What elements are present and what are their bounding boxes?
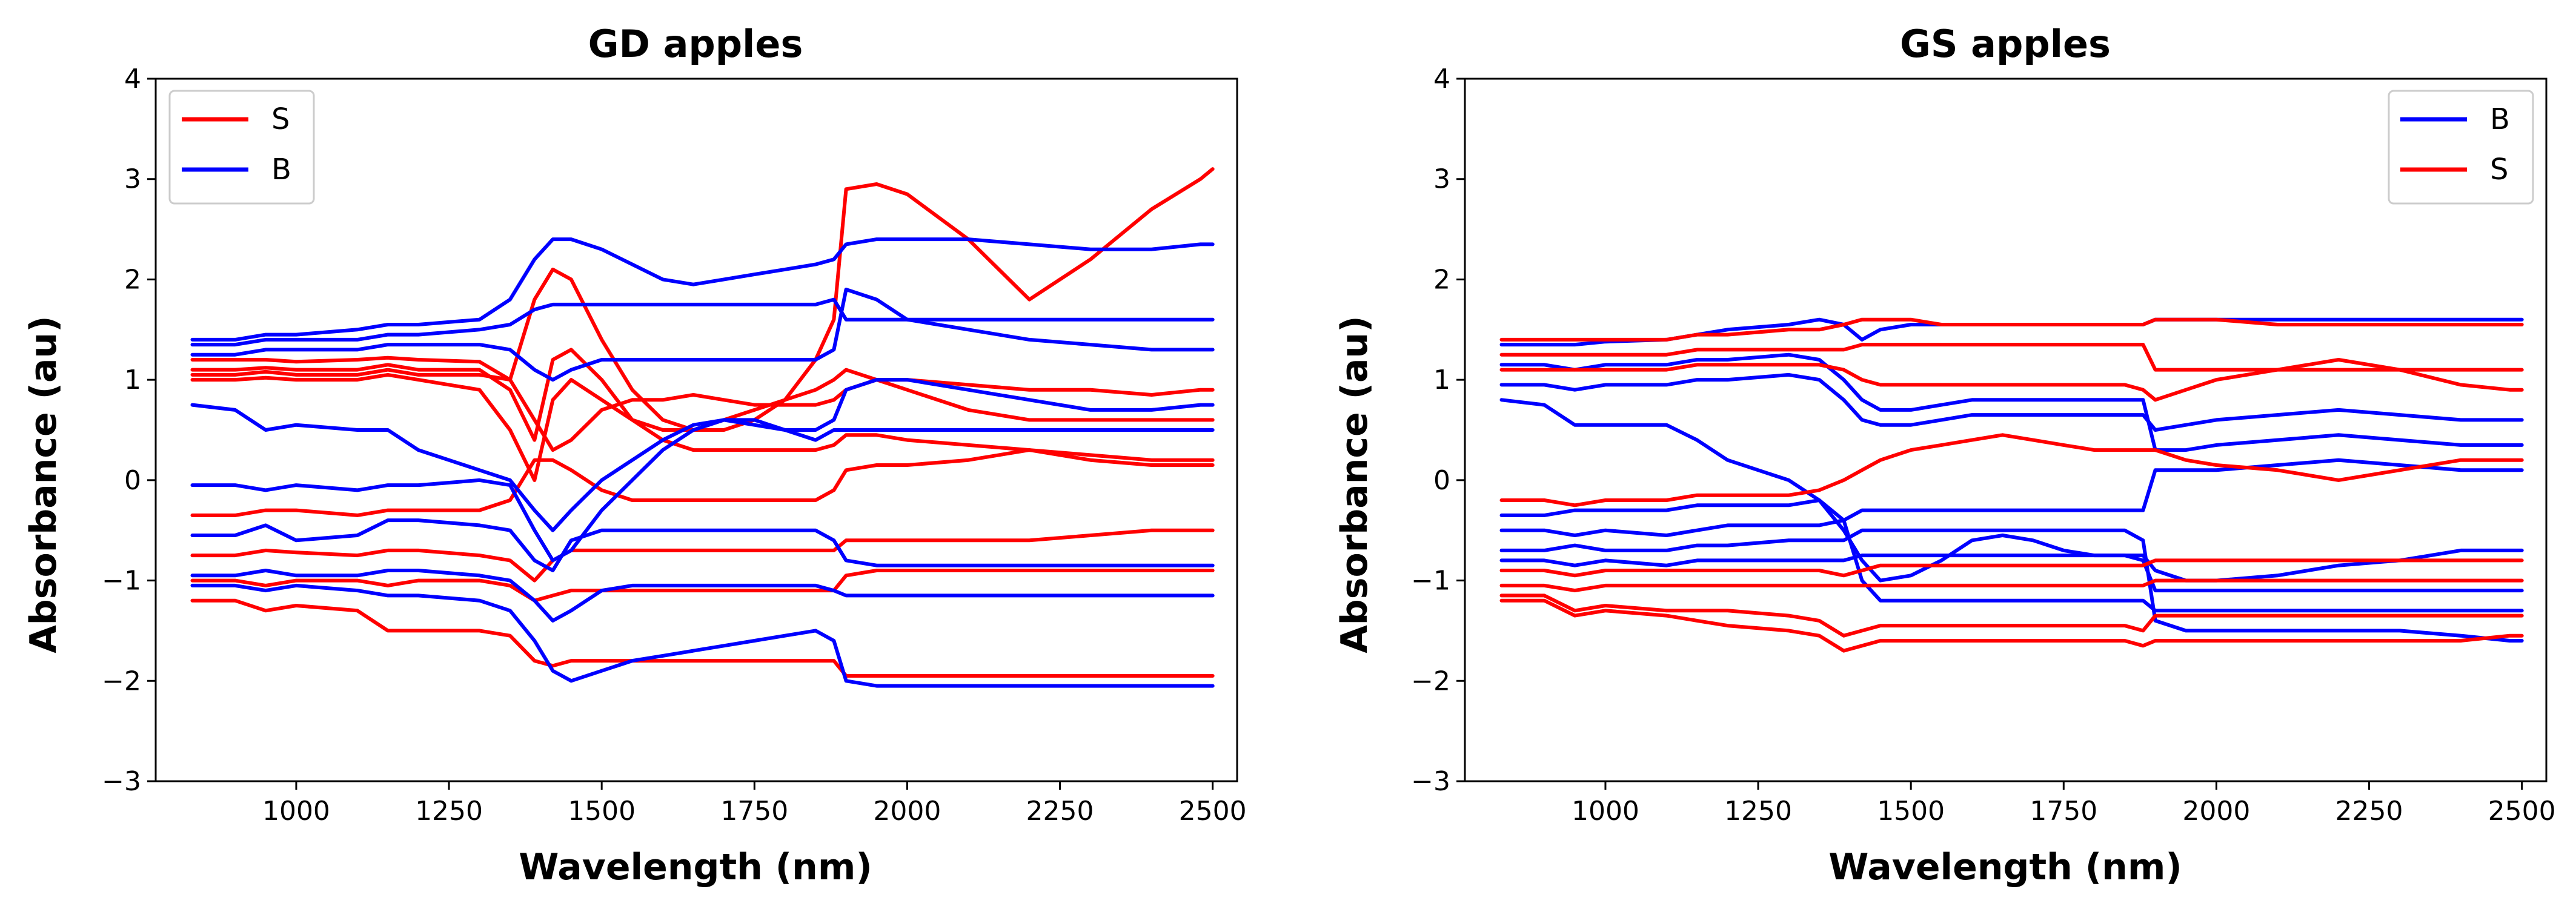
x-tick-label: 1000	[1572, 796, 1639, 827]
x-tick-label: 2500	[2488, 796, 2556, 827]
series-line-s-16	[1499, 598, 2524, 653]
series-line-b-15	[190, 569, 1215, 623]
x-tick-label: 1250	[1724, 796, 1792, 827]
y-tick-label: −1	[1411, 566, 1450, 597]
x-tick-label: 2000	[873, 796, 941, 827]
series-line-s-15	[1499, 593, 2524, 638]
panel-gd-apples: GD apples Wavelength (nm) Absorbance (au…	[22, 22, 1247, 888]
series-line-b-8	[1499, 554, 2524, 593]
x-tick-label: 2250	[1026, 796, 1094, 827]
x-tick-label: 2250	[2335, 796, 2403, 827]
x-tick-label: 1250	[415, 796, 483, 827]
series-layer	[1499, 317, 2524, 653]
series-line-b-12	[190, 378, 1215, 532]
legend-label-s: S	[2490, 153, 2508, 187]
series-line-s-14	[1499, 578, 2524, 593]
series-line-s-2	[190, 348, 1215, 442]
y-tick-label: 1	[124, 365, 141, 395]
y-tick-label: 0	[124, 465, 141, 496]
x-tick-label: 1000	[262, 796, 330, 827]
ticks-layer: 1000 1250 1500 1750 2000 2250 2500 −3 −2 −1 0 1 2 3 4	[102, 64, 1247, 827]
y-axis-title: Absorbance (au)	[22, 316, 65, 653]
x-tick-label: 2500	[1179, 796, 1247, 827]
series-line-b-13	[190, 418, 1215, 563]
series-line-b-4	[1499, 398, 2524, 583]
series-line-s-8	[190, 598, 1215, 678]
series-line-b-5	[1499, 498, 2524, 613]
y-tick-label: 0	[1433, 465, 1450, 496]
series-line-s-5	[190, 448, 1215, 517]
y-tick-label: −1	[102, 566, 141, 597]
x-tick-label: 1750	[720, 796, 788, 827]
legend-box	[168, 90, 315, 205]
series-line-s-6	[190, 528, 1215, 583]
panel-title: GD apples	[588, 22, 803, 66]
x-tick-label: 1750	[2030, 796, 2097, 827]
legend-label-s: S	[271, 102, 290, 136]
y-tick-label: 1	[1433, 365, 1450, 395]
ticks-layer: 1000 1250 1500 1750 2000 2250 2500 −3 −2 −1 0 1 2 3 4	[1411, 64, 2556, 827]
series-line-b-11	[190, 288, 1215, 382]
y-axis-title: Absorbance (au)	[1333, 316, 1376, 653]
x-axis-title: Wavelength (nm)	[519, 846, 872, 888]
series-line-s-9	[1499, 317, 2524, 342]
y-tick-label: 2	[1433, 264, 1450, 295]
y-tick-label: 3	[1433, 164, 1450, 195]
series-line-s-3	[190, 167, 1215, 432]
x-tick-label: 2000	[2182, 796, 2250, 827]
series-line-s-1	[190, 355, 1215, 452]
panel-gs-apples: GS apples Wavelength (nm) Absorbance (au…	[1333, 22, 2556, 888]
legend-label-b: B	[2490, 102, 2510, 136]
y-tick-label: 2	[124, 264, 141, 295]
legend: B S	[2388, 90, 2534, 205]
series-line-b-14	[190, 518, 1215, 572]
series-line-b-7	[1499, 528, 2524, 643]
x-tick-label: 1500	[568, 796, 636, 827]
y-tick-label: −3	[1411, 766, 1450, 797]
series-line-b-10	[190, 297, 1215, 347]
y-tick-label: 3	[124, 164, 141, 195]
series-line-b-6	[1499, 458, 2524, 537]
y-tick-label: 4	[1433, 64, 1450, 94]
series-line-s-12	[1499, 433, 2524, 507]
series-line-b-2	[1499, 352, 2524, 452]
legend-box	[2388, 90, 2534, 205]
x-tick-label: 1500	[1877, 796, 1945, 827]
series-line-b-3	[1499, 372, 2524, 432]
legend-label-b: B	[271, 153, 291, 187]
y-tick-label: 4	[124, 64, 141, 94]
panel-title: GS apples	[1900, 22, 2111, 66]
y-tick-label: −3	[102, 766, 141, 797]
series-line-b-16	[190, 583, 1215, 688]
series-line-s-13	[1499, 558, 2524, 578]
legend: S B	[168, 90, 315, 205]
plot-frame	[1464, 78, 2548, 782]
series-line-s-11	[1499, 358, 2524, 402]
x-axis-title: Wavelength (nm)	[1828, 846, 2182, 888]
series-line-s-7	[190, 569, 1215, 603]
series-layer	[190, 167, 1215, 688]
series-line-b-9	[190, 237, 1215, 342]
series-line-s-4	[190, 372, 1215, 482]
y-tick-label: −2	[1411, 666, 1450, 696]
plot-frame	[154, 78, 1238, 782]
y-tick-label: −2	[102, 666, 141, 696]
